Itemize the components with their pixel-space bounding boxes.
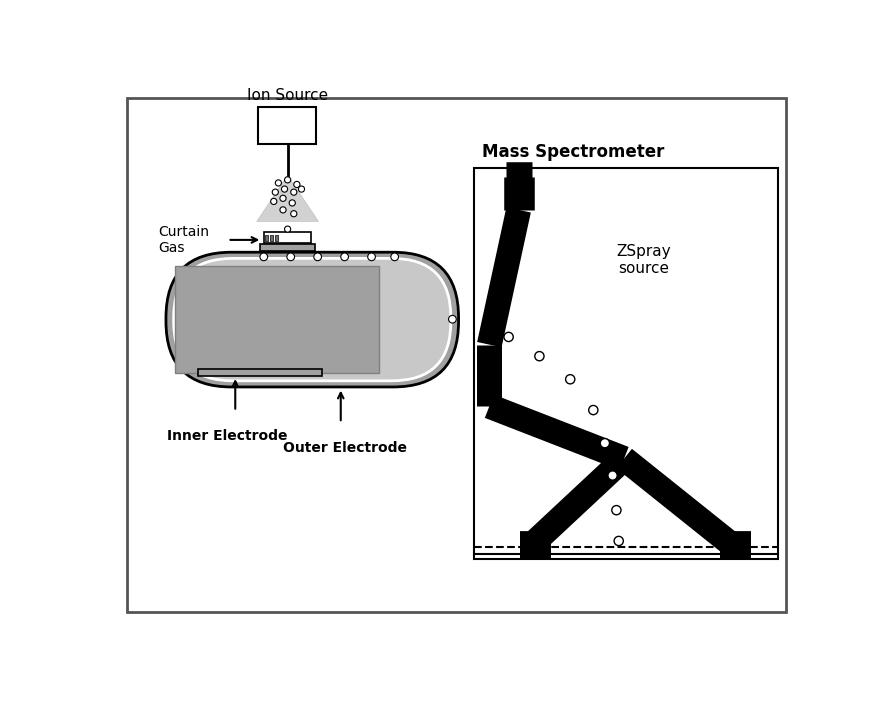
Circle shape bbox=[566, 375, 575, 384]
Circle shape bbox=[504, 333, 513, 342]
Circle shape bbox=[287, 253, 295, 261]
Circle shape bbox=[284, 176, 290, 183]
Text: ZSpray
source: ZSpray source bbox=[616, 244, 671, 276]
Circle shape bbox=[282, 186, 288, 192]
Circle shape bbox=[614, 536, 624, 546]
Text: Outer Electrode: Outer Electrode bbox=[282, 441, 406, 455]
Polygon shape bbox=[257, 175, 318, 221]
Bar bbox=[258, 108, 316, 144]
Circle shape bbox=[340, 253, 348, 261]
Circle shape bbox=[535, 352, 544, 361]
Bar bbox=[474, 167, 778, 559]
Text: Ion Source: Ion Source bbox=[247, 88, 328, 103]
Circle shape bbox=[284, 226, 290, 232]
Bar bbox=[176, 266, 380, 373]
Bar bbox=[266, 235, 268, 240]
Circle shape bbox=[448, 316, 456, 323]
Text: Mass Spectrometer: Mass Spectrometer bbox=[482, 143, 664, 162]
Circle shape bbox=[275, 180, 282, 186]
Circle shape bbox=[271, 198, 277, 205]
Bar bbox=[260, 244, 315, 251]
Circle shape bbox=[368, 253, 375, 261]
Circle shape bbox=[612, 505, 621, 515]
Bar bbox=[264, 232, 312, 243]
Circle shape bbox=[589, 406, 598, 415]
Bar bbox=[270, 235, 273, 240]
Circle shape bbox=[260, 253, 267, 261]
Circle shape bbox=[391, 253, 398, 261]
Bar bbox=[274, 235, 278, 240]
Circle shape bbox=[273, 189, 278, 195]
Text: Curtain
Gas: Curtain Gas bbox=[159, 225, 209, 255]
Circle shape bbox=[601, 439, 609, 448]
Circle shape bbox=[280, 207, 286, 213]
Circle shape bbox=[280, 195, 286, 201]
Circle shape bbox=[290, 200, 295, 206]
Circle shape bbox=[290, 189, 297, 195]
FancyBboxPatch shape bbox=[176, 266, 380, 373]
Circle shape bbox=[314, 253, 322, 261]
Circle shape bbox=[298, 186, 305, 192]
Circle shape bbox=[294, 181, 300, 188]
Circle shape bbox=[608, 471, 617, 480]
Text: Inner Electrode: Inner Electrode bbox=[168, 430, 288, 444]
FancyBboxPatch shape bbox=[174, 259, 451, 381]
FancyBboxPatch shape bbox=[166, 252, 459, 387]
Circle shape bbox=[290, 211, 297, 217]
Bar bbox=[199, 369, 322, 376]
